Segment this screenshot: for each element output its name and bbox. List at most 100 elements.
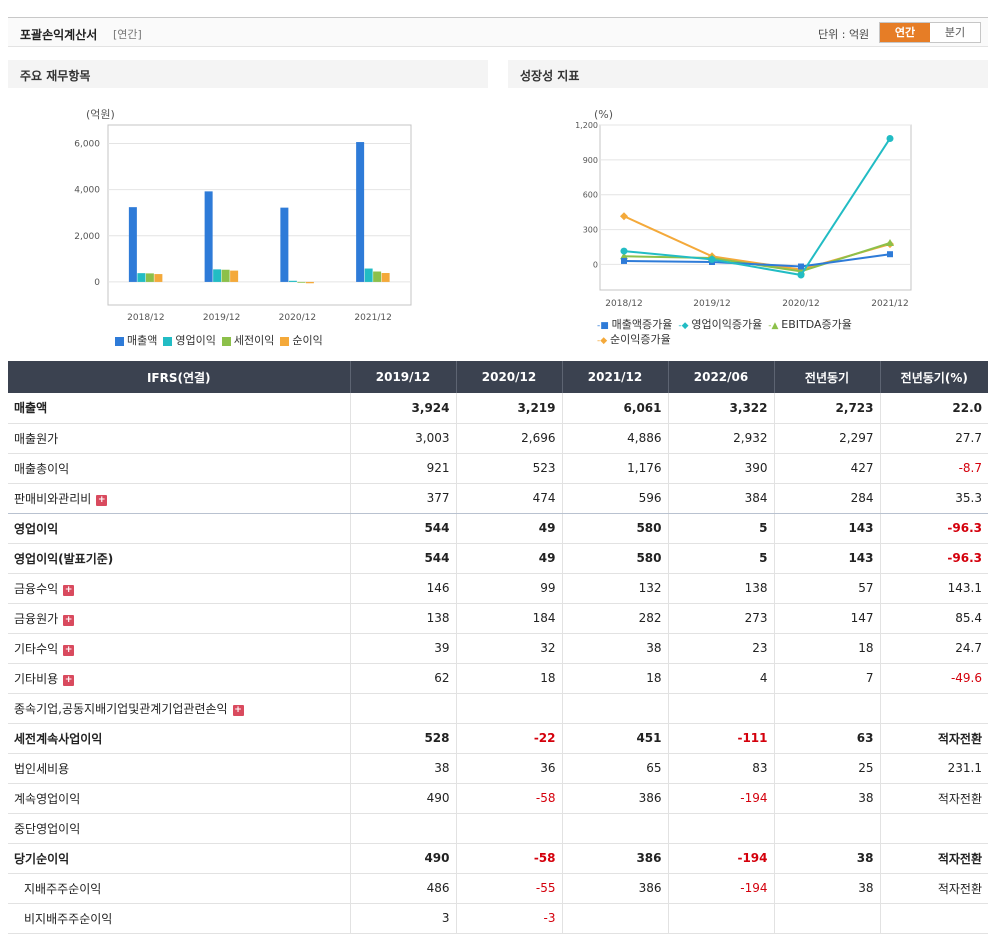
- table-row: 법인세비용 38 36 65 83 25 231.1: [8, 753, 988, 784]
- statement-header: 포괄손익계산서 [연간] 단위 : 억원 연간 분기: [8, 17, 988, 47]
- table-cell: 451: [561, 723, 668, 754]
- line-y-tick-label: 300: [583, 226, 598, 235]
- line-y-tick-label: 1,200: [575, 121, 598, 130]
- line-y-tick-label: 900: [583, 156, 598, 165]
- table-cell: 143: [773, 513, 880, 544]
- table-row: 지배주주순이익 486 -55 386 -194 38 적자전환: [8, 873, 988, 904]
- table-cell: 544: [349, 513, 456, 544]
- table-cell: [879, 813, 988, 844]
- legend-label: 영업이익증가율: [691, 318, 763, 331]
- table-cell: 596: [561, 483, 668, 514]
- table-row: 영업이익 544 49 580 5 143 -96.3: [8, 513, 988, 544]
- line-x-tick-label: 2021/12: [871, 299, 908, 309]
- table-cell: 544: [349, 543, 456, 574]
- table-cell: [667, 903, 774, 934]
- row-label-text: 영업이익(발표기준): [14, 551, 114, 566]
- table-row: 종속기업,공동지배기업및관계기업관련손익 +: [8, 693, 988, 724]
- table-cell: 3,322: [667, 393, 774, 424]
- expand-plus-icon[interactable]: +: [63, 584, 75, 596]
- bar-x-tick-label: 2019/12: [203, 313, 240, 323]
- table-cell: 523: [455, 453, 562, 484]
- row-label-text: 기타수익: [14, 641, 59, 656]
- bar-2-3: [373, 271, 382, 282]
- row-label: 기타수익 +: [8, 633, 350, 664]
- table-cell: 474: [455, 483, 562, 514]
- table-cell: 282: [561, 603, 668, 634]
- table-cell: -111: [667, 723, 774, 754]
- table-cell: 138: [349, 603, 456, 634]
- bar-3-0: [154, 274, 163, 282]
- row-label-text: 금융원가: [14, 611, 59, 626]
- growth-panel-title: 성장성 지표: [508, 60, 988, 88]
- table-row: 매출원가 3,003 2,696 4,886 2,932 2,297 27.7: [8, 423, 988, 454]
- table-row: 계속영업이익 490 -58 386 -194 38 적자전환: [8, 783, 988, 814]
- expand-plus-icon[interactable]: +: [96, 494, 108, 506]
- line-point-2-0: [620, 252, 628, 260]
- table-row: 세전계속사업이익 528 -22 451 -111 63 적자전환: [8, 723, 988, 754]
- table-cell: -194: [667, 873, 774, 904]
- legend-marker: -▲: [768, 321, 782, 331]
- table-cell: 38: [773, 873, 880, 904]
- row-label-text: 판매비와관리비: [14, 491, 92, 506]
- bar-3-1: [230, 270, 239, 282]
- table-cell: 57: [773, 573, 880, 604]
- table-cell: 284: [773, 483, 880, 514]
- row-label-text: 매출총이익: [14, 461, 70, 476]
- line-series-0: [623, 253, 891, 268]
- table-cell: -58: [455, 783, 562, 814]
- table-cell: 적자전환: [879, 843, 988, 874]
- table-cell: 132: [561, 573, 668, 604]
- expand-plus-icon[interactable]: +: [63, 614, 75, 626]
- table-cell: 99: [455, 573, 562, 604]
- expand-plus-icon[interactable]: +: [232, 704, 244, 716]
- table-cell: [561, 813, 668, 844]
- table-cell: 5: [667, 513, 774, 544]
- table-row: 당기순이익 490 -58 386 -194 38 적자전환: [8, 843, 988, 874]
- row-label: 기타비용 +: [8, 663, 350, 694]
- table-cell: -58: [455, 843, 562, 874]
- column-header: 2022/06: [667, 361, 774, 393]
- table-cell: 3: [349, 903, 456, 934]
- tab-annual[interactable]: 연간: [880, 23, 930, 42]
- bar-3-3: [381, 273, 390, 282]
- legend-label: 순이익증가율: [610, 333, 671, 346]
- expand-plus-icon[interactable]: +: [63, 644, 75, 656]
- legend-marker: -◆: [597, 336, 611, 346]
- line-legend-item: -▲ EBITDA증가율: [768, 318, 852, 331]
- table-cell: 3,924: [349, 393, 456, 424]
- legend-swatch: [115, 336, 124, 346]
- table-cell: 1,176: [561, 453, 668, 484]
- bar-2-1: [221, 269, 230, 282]
- row-label: 매출원가: [8, 423, 350, 454]
- table-cell: 85.4: [879, 603, 988, 634]
- income-statement-table: IFRS(연결) 2019/12 2020/12 2021/12 2022/06 전년동기…: [8, 361, 988, 934]
- table-cell: 5: [667, 543, 774, 574]
- bar-1-0: [137, 273, 146, 282]
- row-label-text: 비지배주주순이익: [24, 911, 113, 926]
- table-cell: 273: [667, 603, 774, 634]
- table-cell: 38: [773, 783, 880, 814]
- tab-quarter[interactable]: 분기: [930, 23, 980, 42]
- table-cell: 231.1: [879, 753, 988, 784]
- expand-plus-icon[interactable]: +: [63, 674, 75, 686]
- bar-x-tick-label: 2020/12: [279, 313, 316, 323]
- row-label-text: 계속영업이익: [14, 791, 81, 806]
- row-label-text: 금융수익: [14, 581, 59, 596]
- legend-swatch: [163, 336, 173, 346]
- period-toggle: 연간 분기: [879, 22, 981, 43]
- table-row: 기타비용 +62 18 18 4 7 -49.6: [8, 663, 988, 694]
- bar-0-1: [204, 191, 213, 282]
- table-cell: 22.0: [879, 393, 988, 424]
- row-label: 계속영업이익: [8, 783, 350, 814]
- table-cell: [561, 693, 668, 724]
- table-cell: 386: [561, 873, 668, 904]
- table-cell: 27.7: [879, 423, 988, 454]
- table-cell: 2,696: [455, 423, 562, 454]
- line-y-unit-label: (%): [594, 108, 613, 121]
- table-cell: 4: [667, 663, 774, 694]
- table-cell: 143.1: [879, 573, 988, 604]
- table-row: 중단영업이익: [8, 813, 988, 844]
- table-cell: [879, 903, 988, 934]
- row-label: 영업이익: [8, 513, 350, 544]
- legend-swatch: [221, 336, 231, 346]
